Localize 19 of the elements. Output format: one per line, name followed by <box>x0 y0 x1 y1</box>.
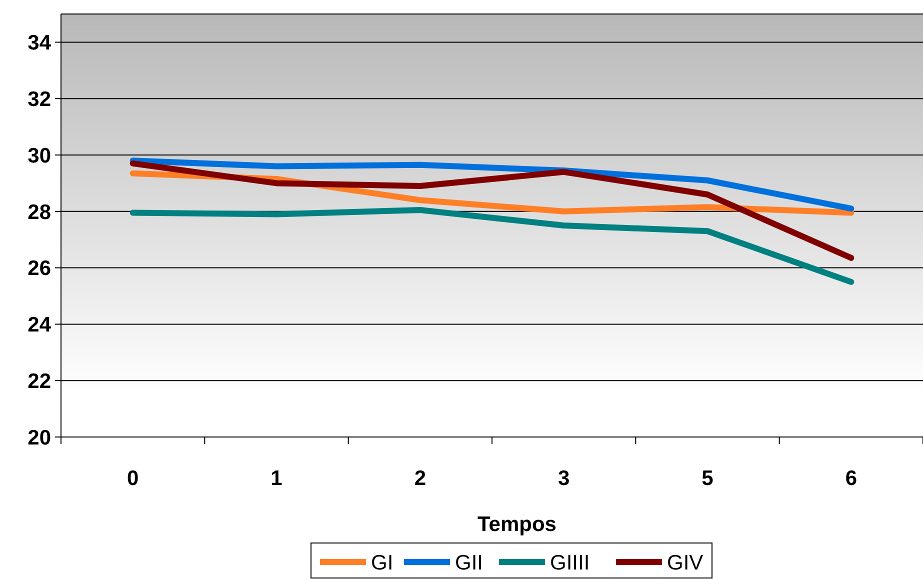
y-tick-label: 28 <box>28 200 52 224</box>
x-axis-title: Tempos <box>478 513 556 536</box>
x-tick-label: 0 <box>126 467 139 490</box>
y-tick-label: 26 <box>28 257 51 280</box>
x-tick-label: 2 <box>414 467 426 490</box>
x-tick-label: 1 <box>270 467 283 490</box>
y-tick-label: 22 <box>28 370 51 393</box>
legend-label: GII <box>455 551 484 574</box>
x-tick-label: 3 <box>558 467 570 490</box>
y-tick-label: 20 <box>28 426 51 450</box>
legend-label: GIV <box>667 551 704 574</box>
y-tick-label: 32 <box>28 88 51 111</box>
y-tick-label: 34 <box>28 32 52 55</box>
x-tick-label: 5 <box>702 467 714 490</box>
y-tick-label: 30 <box>28 144 51 168</box>
x-tick-label: 6 <box>845 467 858 490</box>
y-tick-label: 24 <box>28 314 52 337</box>
legend-label: GIIII <box>550 551 590 574</box>
legend-label: GI <box>371 551 394 574</box>
